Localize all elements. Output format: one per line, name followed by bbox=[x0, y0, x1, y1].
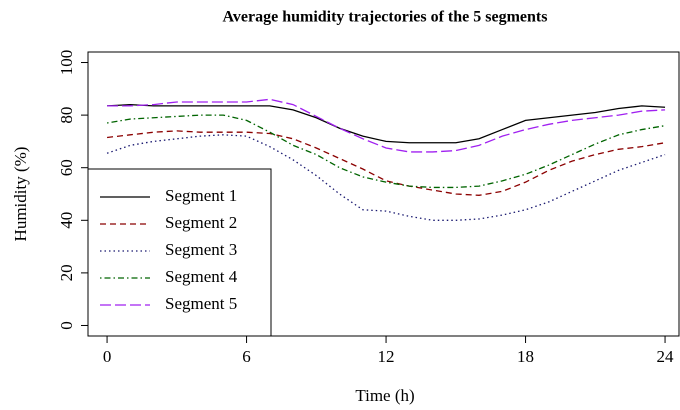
series-line bbox=[106, 130, 666, 196]
legend-label: Segment 2 bbox=[165, 213, 237, 232]
y-tick-label: 20 bbox=[57, 264, 76, 281]
legend-label: Segment 4 bbox=[165, 267, 238, 286]
x-tick-label: 24 bbox=[657, 347, 675, 366]
series-line bbox=[106, 134, 666, 221]
legend-label: Segment 5 bbox=[165, 294, 237, 313]
chart-title: Average humidity trajectories of the 5 s… bbox=[223, 9, 548, 26]
y-tick-label: 0 bbox=[57, 321, 76, 330]
y-tick-label: 100 bbox=[57, 50, 76, 76]
x-tick-label: 12 bbox=[378, 347, 395, 366]
x-tick-label: 18 bbox=[517, 347, 534, 366]
x-tick-label: 0 bbox=[103, 347, 112, 366]
legend-label: Segment 1 bbox=[165, 186, 237, 205]
series-line bbox=[106, 114, 666, 189]
legend-label: Segment 3 bbox=[165, 240, 237, 259]
y-axis-label: Humidity (%) bbox=[11, 147, 30, 242]
series-line bbox=[107, 103, 666, 144]
series-line bbox=[107, 98, 666, 153]
y-tick-label: 40 bbox=[57, 212, 76, 229]
y-tick-label: 60 bbox=[57, 159, 76, 176]
x-axis-label: Time (h) bbox=[355, 386, 414, 405]
x-tick-label: 6 bbox=[242, 347, 251, 366]
y-tick-label: 80 bbox=[57, 107, 76, 124]
